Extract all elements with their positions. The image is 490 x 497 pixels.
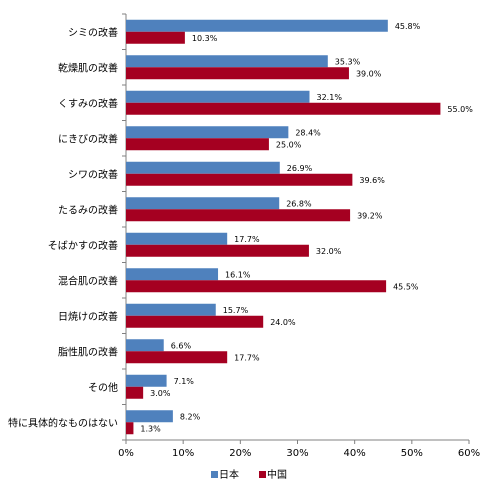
bar-japan xyxy=(126,126,289,139)
bar-china xyxy=(126,422,134,435)
value-label: 32.0% xyxy=(316,247,342,256)
bar-japan xyxy=(126,19,388,32)
value-label: 15.7% xyxy=(223,306,249,315)
x-tick-label: 60% xyxy=(458,448,480,459)
category-label: たるみの改善 xyxy=(58,203,118,216)
value-label: 3.0% xyxy=(150,389,171,398)
value-label: 28.4% xyxy=(295,128,321,137)
x-tick-label: 50% xyxy=(401,448,423,459)
bar-japan xyxy=(126,232,228,245)
category-label: シワの改善 xyxy=(68,168,118,181)
bar-japan xyxy=(126,55,328,68)
legend-label: 日本 xyxy=(219,468,239,481)
bar-china xyxy=(126,386,144,399)
bar-china xyxy=(126,138,269,151)
value-label: 39.6% xyxy=(359,176,385,185)
value-labels: 45.8% 35.3% 32.1% 28.4% 26.9% 26.8% 17.7% 16.1%… xyxy=(140,22,473,434)
legend-label: 中国 xyxy=(267,468,287,481)
category-label: その他 xyxy=(88,381,118,394)
bar-china xyxy=(126,280,387,293)
category-label: 乾燥肌の改善 xyxy=(58,61,118,74)
value-label: 6.6% xyxy=(171,341,192,350)
legend-swatch-china xyxy=(259,471,266,478)
value-label: 17.7% xyxy=(234,235,260,244)
value-label: 39.2% xyxy=(357,211,383,220)
bars xyxy=(126,19,441,435)
bar-japan xyxy=(126,197,280,210)
bar-japan xyxy=(126,268,219,281)
bar-china xyxy=(126,209,351,222)
axes: 0% 10% 20% 30% 40% 50% 60% シミの改善乾燥肌の改善くすみの改善にきび… xyxy=(8,13,480,459)
value-label: 7.1% xyxy=(174,377,195,386)
value-label: 39.0% xyxy=(356,69,382,78)
value-label: 32.1% xyxy=(317,93,343,102)
x-tick-label: 0% xyxy=(118,448,134,459)
category-label: シミの改善 xyxy=(68,26,118,39)
x-tick-label: 20% xyxy=(229,448,251,459)
bar-china xyxy=(126,67,349,80)
value-label: 8.2% xyxy=(180,412,201,421)
value-label: 25.0% xyxy=(276,140,302,149)
bar-japan xyxy=(126,303,216,316)
value-label: 26.8% xyxy=(286,199,312,208)
bar-japan xyxy=(126,161,280,174)
category-label: 日焼けの改善 xyxy=(58,310,118,323)
category-label: 特に具体的なものはない xyxy=(8,416,118,429)
value-label: 45.5% xyxy=(393,282,419,291)
legend: 日本 中国 xyxy=(211,468,287,481)
bar-japan xyxy=(126,339,164,352)
bar-japan xyxy=(126,90,310,103)
bar-china xyxy=(126,351,228,364)
legend-swatch-japan xyxy=(211,471,218,478)
bar-china xyxy=(126,315,264,328)
value-label: 1.3% xyxy=(140,424,161,433)
value-label: 24.0% xyxy=(270,318,296,327)
value-label: 55.0% xyxy=(447,105,473,114)
x-tick-label: 30% xyxy=(286,448,308,459)
category-label: 脂性肌の改善 xyxy=(58,345,118,358)
category-label: くすみの改善 xyxy=(58,97,118,110)
category-label: にきびの改善 xyxy=(58,132,118,145)
bar-china xyxy=(126,173,353,186)
bar-japan xyxy=(126,374,167,387)
x-tick-label: 10% xyxy=(172,448,194,459)
value-label: 10.3% xyxy=(192,34,218,43)
category-label: そばかすの改善 xyxy=(48,239,118,252)
value-label: 17.7% xyxy=(234,353,260,362)
value-label: 26.9% xyxy=(287,164,313,173)
bar-china xyxy=(126,244,309,257)
value-label: 16.1% xyxy=(225,270,251,279)
value-label: 45.8% xyxy=(395,22,421,31)
bar-japan xyxy=(126,410,173,423)
bar-china xyxy=(126,31,185,44)
x-tick-label: 40% xyxy=(344,448,366,459)
bar-china xyxy=(126,102,441,115)
category-label: 混合肌の改善 xyxy=(58,274,118,287)
value-label: 35.3% xyxy=(335,57,361,66)
